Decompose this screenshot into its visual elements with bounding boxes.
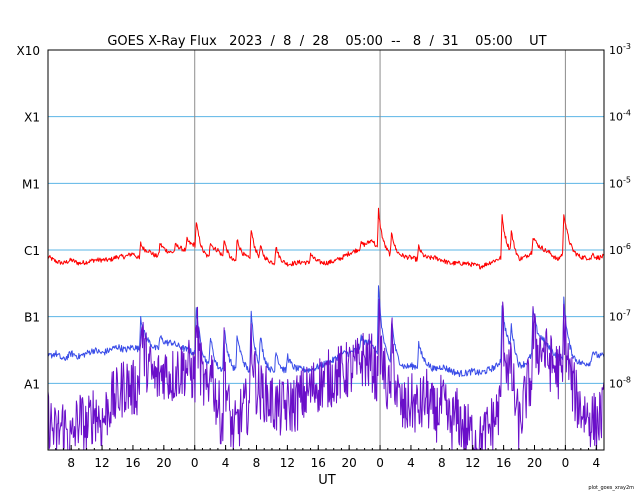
right-axis-labels: 10-3 10-4 10-5 10-6 10-7 10-8 xyxy=(609,42,631,390)
right-axis-label: 10-3 xyxy=(609,42,631,57)
right-axis-label: 10-8 xyxy=(609,375,631,390)
x-tick-label: 16 xyxy=(311,456,326,470)
left-axis-label: X10 xyxy=(17,44,41,58)
series-line-short_secondary xyxy=(47,298,605,451)
x-tick-label: 16 xyxy=(125,456,140,470)
left-axis-label: M1 xyxy=(22,177,40,191)
chart-title: GOES X-Ray Flux 2023 / 8 / 28 05:00 -- 8… xyxy=(107,34,546,49)
x-tick-label: 20 xyxy=(342,456,357,470)
x-tick-label: 8 xyxy=(438,456,446,470)
x-tick-label: 8 xyxy=(253,456,261,470)
flux-series xyxy=(47,207,605,451)
right-axis-label: 10-6 xyxy=(609,242,631,257)
x-tick-label: 4 xyxy=(222,456,230,470)
left-axis-label: C1 xyxy=(24,244,40,258)
left-axis-labels: X10 X1 M1 C1 B1 A1 xyxy=(17,44,41,391)
x-tick-label: 20 xyxy=(527,456,542,470)
x-tick-label: 12 xyxy=(465,456,480,470)
grid-lines xyxy=(48,116,604,384)
x-tick-label: 4 xyxy=(592,456,600,470)
x-tick-label: 12 xyxy=(94,456,109,470)
x-tick-label: 0 xyxy=(376,456,384,470)
x-tick-label: 8 xyxy=(67,456,75,470)
series-line-short_primary xyxy=(47,285,605,378)
x-tick-label: 16 xyxy=(496,456,511,470)
x-tick-label: 0 xyxy=(191,456,199,470)
x-tick-label: 12 xyxy=(280,456,295,470)
x-tick-label: 20 xyxy=(156,456,171,470)
x-axis-label: UT xyxy=(318,473,336,488)
right-axis-label: 10-7 xyxy=(609,309,631,324)
right-axis-label: 10-5 xyxy=(609,175,631,190)
x-axis-ticks: 8 12 16 20 0 4 8 12 16 20 0 4 8 12 16 20 0 4 xyxy=(55,445,600,470)
series-line-long xyxy=(47,207,605,270)
right-axis-label: 10-4 xyxy=(609,109,631,124)
left-axis-label: X1 xyxy=(24,111,40,125)
left-axis-label: B1 xyxy=(24,311,40,325)
plot-footer: plot_goes_xray2m xyxy=(588,485,634,491)
left-axis-label: A1 xyxy=(24,377,40,391)
x-tick-label: 4 xyxy=(407,456,415,470)
x-tick-label: 0 xyxy=(562,456,570,470)
